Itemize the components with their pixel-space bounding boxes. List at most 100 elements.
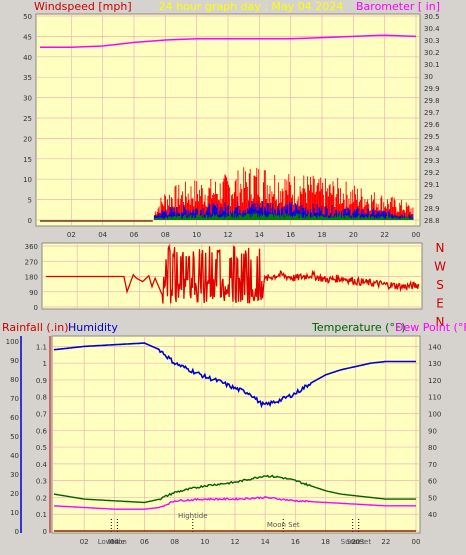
barometer-y-tick: 29.2 — [424, 169, 440, 177]
wind-lull-trace — [153, 212, 414, 220]
wind-x-tick: 10 — [192, 231, 201, 239]
graph-date-title: 24 hour graph day : May 04 2024 — [159, 0, 344, 13]
humidity-y-tick: 50 — [10, 433, 19, 441]
temperature-y-tick: 80 — [428, 444, 437, 452]
wind-y-tick: 0 — [28, 217, 32, 225]
humidity-title: Humidity — [68, 321, 118, 334]
rainfall-title: Rainfall (.in) — [2, 321, 69, 334]
rain-y-tick: 0.9 — [36, 377, 47, 385]
direction-y-tick: 180 — [25, 274, 38, 282]
barometer-y-tick: 29.6 — [424, 121, 440, 129]
wind-x-tick: 18 — [318, 231, 327, 239]
direction-y-tick: 0 — [34, 304, 38, 312]
climate-x-tick: 00 — [412, 538, 421, 546]
rain-y-tick: 0.7 — [36, 411, 47, 419]
wind-y-tick: 25 — [23, 115, 32, 123]
barometer-y-tick: 30.4 — [424, 25, 440, 33]
temperature-title: Temperature (°F) — [311, 321, 406, 334]
windspeed-title: Windspeed [mph] — [34, 0, 132, 13]
event-marker-label: SunSet — [346, 538, 371, 546]
rain-y-tick: 0.4 — [36, 461, 48, 469]
humidity-y-tick: 30 — [10, 471, 19, 479]
wind-y-tick: 20 — [23, 135, 32, 143]
event-marker-label: Moon Set — [267, 521, 300, 529]
compass-label-n: N — [436, 315, 445, 329]
rain-y-tick: 0.5 — [36, 444, 47, 452]
temperature-line — [53, 474, 416, 504]
wind-x-tick: 20 — [349, 231, 358, 239]
rain-y-tick: 0.3 — [36, 478, 47, 486]
wind-x-tick: 12 — [224, 231, 233, 239]
wind-y-tick: 5 — [28, 197, 32, 205]
humidity-y-tick: 100 — [6, 338, 19, 346]
climate-x-tick: 02 — [80, 538, 89, 546]
direction-y-tick: 90 — [29, 289, 38, 297]
humidity-y-tick: 60 — [10, 414, 19, 422]
wind-x-tick: 08 — [161, 231, 170, 239]
wind-x-tick: 00 — [412, 231, 421, 239]
direction-y-tick: 360 — [25, 243, 38, 251]
temperature-y-tick: 110 — [428, 394, 441, 402]
barometer-title: Barometer [ in] — [356, 0, 440, 13]
wind-y-tick: 50 — [23, 13, 32, 21]
barometer-y-tick: 29.9 — [424, 85, 440, 93]
event-marker-label: Lowtide — [98, 538, 125, 546]
barometer-y-tick: 30.5 — [424, 13, 440, 21]
wind-x-tick: 16 — [286, 231, 295, 239]
compass-label-w: W — [434, 260, 446, 274]
temperature-y-tick: 100 — [428, 411, 441, 419]
event-marker-label: Sunset — [341, 538, 365, 546]
climate-x-tick: 08 — [170, 538, 179, 546]
climate-x-tick: 18 — [321, 538, 330, 546]
barometer-y-tick: 29 — [424, 193, 433, 201]
dewpoint-line — [53, 495, 416, 510]
rain-y-tick: 0.8 — [36, 394, 47, 402]
rain-y-tick: 0.6 — [36, 427, 48, 435]
climate-x-tick: 14 — [261, 538, 270, 546]
wind-x-tick: 04 — [98, 231, 107, 239]
wind-x-tick: 14 — [255, 231, 264, 239]
event-marker-label: Moon — [108, 538, 127, 546]
humidity-y-tick: 70 — [10, 395, 19, 403]
barometer-y-tick: 29.4 — [424, 145, 440, 153]
wind-y-tick: 15 — [23, 156, 32, 164]
event-marker-label: Hightide — [178, 512, 208, 520]
rain-y-tick: 1 — [43, 360, 47, 368]
barometer-y-tick: 30.3 — [424, 37, 440, 45]
wind-y-tick: 40 — [23, 54, 32, 62]
barometer-y-tick: 28.9 — [424, 205, 440, 213]
wind-y-tick: 45 — [23, 33, 32, 41]
barometer-line — [40, 34, 417, 48]
humidity-y-tick: 40 — [10, 452, 19, 460]
wind-x-tick: 02 — [67, 231, 76, 239]
humidity-y-tick: 90 — [10, 357, 19, 365]
barometer-y-tick: 29.3 — [424, 157, 440, 165]
wind-direction-line — [46, 243, 420, 304]
temperature-y-tick: 140 — [428, 343, 441, 351]
barometer-y-tick: 30.1 — [424, 61, 440, 69]
temperature-y-tick: 60 — [428, 478, 437, 486]
rain-y-tick: 0.2 — [36, 494, 47, 502]
temperature-y-tick: 120 — [428, 377, 441, 385]
humidity-y-tick: 10 — [10, 509, 19, 517]
climate-x-tick: 16 — [291, 538, 300, 546]
rain-y-tick: 0.1 — [36, 511, 47, 519]
climate-x-tick: 10 — [200, 538, 209, 546]
climate-x-tick: 04 — [110, 538, 119, 546]
barometer-y-tick: 28.8 — [424, 217, 440, 225]
wind-y-tick: 30 — [23, 95, 32, 103]
dewpoint-title: Dew Point (°F) — [395, 321, 466, 334]
barometer-y-tick: 30.2 — [424, 49, 440, 57]
temperature-y-tick: 130 — [428, 360, 441, 368]
climate-plot-area — [51, 335, 421, 534]
compass-label-e: E — [436, 297, 444, 311]
temperature-y-tick: 50 — [428, 494, 437, 502]
wind-y-tick: 10 — [23, 176, 32, 184]
compass-label-s: S — [436, 278, 444, 292]
barometer-y-tick: 29.7 — [424, 109, 440, 117]
barometer-y-tick: 29.5 — [424, 133, 440, 141]
barometer-y-tick: 29.8 — [424, 97, 440, 105]
temperature-y-tick: 70 — [428, 461, 437, 469]
wind-y-tick: 35 — [23, 74, 32, 82]
